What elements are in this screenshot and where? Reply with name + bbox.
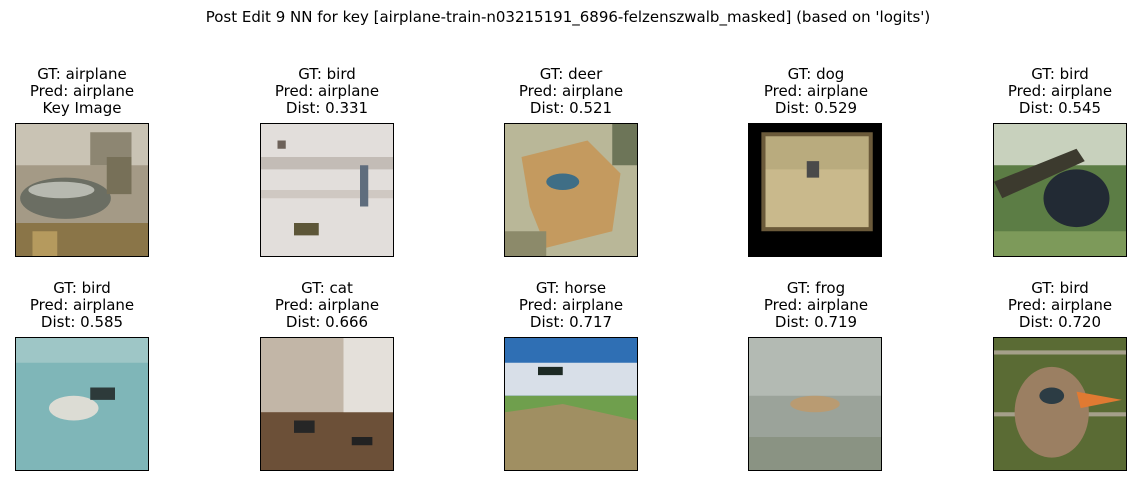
panel-pred-label: Pred: airplane [1007, 296, 1113, 314]
panel-7: GT: cat Pred: airplane Dist: 0.666 [227, 280, 427, 331]
panel-dist-label: Dist: 0.720 [1018, 313, 1102, 331]
panel-pred-label: Pred: airplane [29, 296, 135, 314]
panel-dist-label: Dist: 0.719 [774, 313, 858, 331]
figure-title: Post Edit 9 NN for key [airplane-train-n… [205, 8, 931, 26]
neighbor-image-bird [993, 337, 1127, 471]
panel-pred-label: Pred: airplane [518, 82, 624, 100]
panel-pred-label: Pred: airplane [1007, 82, 1113, 100]
neighbor-image-bird [15, 337, 149, 471]
panel-gt-label: GT: cat [301, 279, 353, 297]
panel-gt-label: GT: dog [787, 65, 845, 83]
panel-gt-label: GT: horse [535, 279, 607, 297]
panel-key-label: Key Image [42, 99, 122, 117]
neighbor-image-bird [260, 123, 394, 257]
panel-gt-label: GT: deer [539, 65, 603, 83]
panel-dist-label: Dist: 0.666 [285, 313, 369, 331]
panel-pred-label: Pred: airplane [763, 296, 869, 314]
panel-6: GT: bird Pred: airplane Dist: 0.585 [0, 280, 182, 331]
panel-dist-label: Dist: 0.529 [774, 99, 858, 117]
neighbor-image-horse [504, 337, 638, 471]
panel-pred-label: Pred: airplane [763, 82, 869, 100]
panel-gt-label: GT: bird [1031, 65, 1089, 83]
panel-10: GT: bird Pred: airplane Dist: 0.720 [960, 280, 1136, 331]
panel-2: GT: bird Pred: airplane Dist: 0.331 [227, 66, 427, 117]
neighbor-image-bird [993, 123, 1127, 257]
panel-1: GT: airplane Pred: airplane Key Image [0, 66, 182, 117]
panel-gt-label: GT: airplane [37, 65, 127, 83]
panel-gt-label: GT: bird [53, 279, 111, 297]
panel-dist-label: Dist: 0.717 [529, 313, 613, 331]
panel-8: GT: horse Pred: airplane Dist: 0.717 [471, 280, 671, 331]
panel-gt-label: GT: frog [786, 279, 846, 297]
neighbor-image-frog [748, 337, 882, 471]
neighbor-image-dog [748, 123, 882, 257]
panel-pred-label: Pred: airplane [518, 296, 624, 314]
panel-pred-label: Pred: airplane [29, 82, 135, 100]
panel-4: GT: dog Pred: airplane Dist: 0.529 [716, 66, 916, 117]
panel-5: GT: bird Pred: airplane Dist: 0.545 [960, 66, 1136, 117]
panel-3: GT: deer Pred: airplane Dist: 0.521 [471, 66, 671, 117]
key-image-airplane [15, 123, 149, 257]
neighbor-image-cat [260, 337, 394, 471]
panel-dist-label: Dist: 0.545 [1018, 99, 1102, 117]
panel-9: GT: frog Pred: airplane Dist: 0.719 [716, 280, 916, 331]
panel-gt-label: GT: bird [1031, 279, 1089, 297]
neighbor-image-deer [504, 123, 638, 257]
panel-gt-label: GT: bird [298, 65, 356, 83]
panel-pred-label: Pred: airplane [274, 296, 380, 314]
panel-dist-label: Dist: 0.331 [285, 99, 369, 117]
panel-pred-label: Pred: airplane [274, 82, 380, 100]
panel-dist-label: Dist: 0.585 [40, 313, 124, 331]
panel-dist-label: Dist: 0.521 [529, 99, 613, 117]
